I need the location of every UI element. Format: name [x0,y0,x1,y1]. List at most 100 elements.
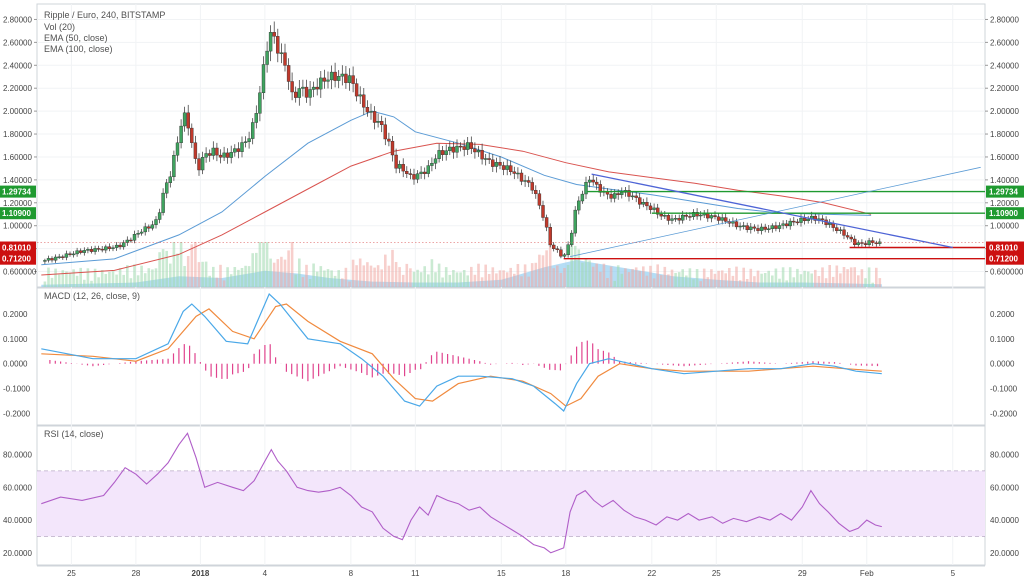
volume-bar [65,271,68,287]
volume-bar [312,263,315,287]
volume-bar [158,252,161,287]
volume-bar [720,270,724,287]
rsi-pane[interactable] [37,432,985,554]
volume-bar [118,268,122,287]
price-level-tag-left: 0.71200 [0,252,36,265]
volume-bar [796,268,799,287]
volume-bar [753,276,756,287]
candle-up [75,250,79,255]
candle-up [523,180,527,182]
rsi-tick-label-left: 60.0000 [3,483,32,492]
candle-up [691,212,696,218]
candle-down [684,214,688,217]
macd-pane[interactable] [41,292,882,412]
candle-down [89,249,94,252]
volume-bar [301,277,305,287]
volume-bar [616,265,620,287]
candle-up [641,201,645,205]
volume-bar [255,252,258,287]
volume-bar [642,266,645,287]
volume-bar [634,267,638,287]
candle-up [143,226,147,233]
tag-label: 0.81010 [2,244,31,253]
volume-bar [430,259,434,287]
candle-up [731,221,735,224]
volume-bar [68,272,72,287]
volume-bar [620,273,624,287]
volume-bar [595,263,598,287]
volume-bar [814,269,817,287]
candle-down [372,111,377,123]
candle-up [114,244,119,248]
candle-down [304,86,309,98]
volume-bar [588,260,591,287]
tag-label: 1.29734 [2,188,31,197]
volume-bar [79,267,82,287]
candle-up [767,228,771,231]
candle-down [207,153,212,156]
candle-up [806,218,810,222]
candle-down [286,65,291,82]
x-tick-label: 4 [263,569,268,578]
volume-bar [839,273,842,287]
candle-down [530,182,534,191]
candle-down [792,220,796,223]
volume-bar [376,265,380,287]
price-level-tag-right: 1.10900 [986,207,1024,220]
candle-up [630,195,635,198]
candle-down [408,173,413,175]
volume-bar [183,266,186,287]
tag-box [0,241,36,254]
price-pane[interactable] [37,18,985,287]
candle-down [322,77,327,82]
rsi-band [37,470,985,537]
volume-bar [72,269,75,287]
candle-up [430,162,434,166]
volume-bar [100,270,104,287]
volume-bar [849,267,853,287]
x-tick-label: 28 [131,569,140,578]
candle-down [724,217,728,222]
candle-up [799,217,803,223]
volume-bar [875,267,878,287]
candle-down [362,94,366,108]
volume-bar [409,268,412,287]
volume-bar [534,262,538,287]
macd-tick-label-right: -0.1000 [990,385,1018,394]
candle-up [397,164,402,169]
candle-up [247,138,251,142]
volume-bar [627,272,631,287]
volume-bar [265,242,269,287]
x-tick-label: 15 [497,569,506,578]
macd-tick-label-left: -0.2000 [3,410,31,419]
candle-up [172,154,176,177]
rsi-line [41,432,882,554]
candle-down [462,146,466,150]
candle-down [638,197,642,205]
volume-bar [380,269,383,287]
volume-bar [509,267,512,287]
candle-down [555,248,559,250]
candle-down [785,223,789,227]
candle-up [444,150,448,155]
candle-down [333,71,337,81]
volume-bar [857,275,860,287]
candle-down [351,75,355,84]
volume-bar [215,277,219,287]
volume-bar [462,270,466,287]
x-axis: 25 28 2018 4 8 11 15 18 22 25 29 Feb 5 [67,569,956,578]
candle-up [838,229,843,232]
price-tick-label-right: 1.60000 [990,153,1019,162]
volume-bar [566,265,570,287]
candle-up [587,179,592,183]
rsi-tick-label-right: 80.0000 [990,451,1019,460]
candle-up [455,145,459,153]
candle-up [233,148,237,153]
candle-down [225,152,230,158]
volume-bar [351,259,355,287]
volume-bar [505,272,509,287]
price-tick-label-right: 2.40000 [990,61,1019,70]
candle-up [419,171,423,174]
